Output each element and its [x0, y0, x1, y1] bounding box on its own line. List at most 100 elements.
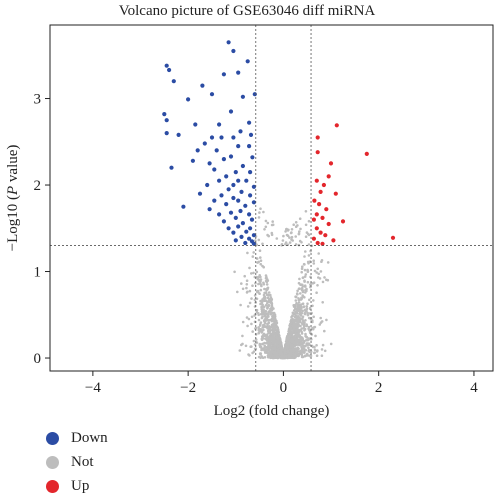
not-point	[266, 233, 269, 237]
down-point	[247, 144, 252, 149]
down-point	[212, 167, 217, 172]
not-point	[301, 276, 305, 279]
down-point	[244, 229, 249, 234]
not-point	[300, 267, 304, 271]
plot-frame	[49, 24, 494, 372]
chart-title: Volcano picture of GSE63046 diff miRNA	[118, 3, 376, 19]
not-point	[293, 319, 296, 323]
not-point	[315, 291, 318, 295]
not-point	[284, 230, 287, 233]
not-point	[257, 331, 261, 335]
not-point	[262, 348, 265, 351]
not-point	[297, 334, 301, 338]
not-point	[274, 321, 278, 325]
not-point	[259, 328, 263, 331]
not-point	[296, 224, 299, 227]
not-point	[321, 280, 325, 284]
not-point	[257, 291, 260, 294]
not-point	[293, 340, 297, 343]
not-point	[248, 301, 252, 305]
threshold-lines	[50, 25, 493, 371]
not-point	[318, 323, 322, 326]
not-point	[304, 223, 308, 227]
not-point	[296, 343, 300, 346]
up-point	[314, 178, 319, 183]
not-point	[256, 277, 260, 281]
not-point	[266, 305, 270, 309]
not-point	[308, 330, 312, 334]
not-point	[255, 297, 259, 301]
not-point	[271, 336, 274, 340]
not-point	[297, 323, 300, 327]
not-point	[303, 280, 306, 283]
not-point	[264, 219, 268, 223]
down-point	[231, 135, 236, 140]
not-point	[298, 277, 301, 281]
not-point	[297, 287, 301, 291]
not-point	[257, 216, 261, 219]
not-point	[300, 327, 304, 330]
not-point	[273, 316, 277, 319]
not-point	[245, 291, 249, 294]
down-point	[224, 202, 229, 207]
not-point	[290, 321, 293, 325]
up-point	[320, 215, 325, 220]
not-point	[297, 306, 301, 310]
not-point	[304, 319, 307, 322]
not-point	[309, 354, 313, 358]
not-point	[292, 356, 295, 360]
not-point	[298, 230, 301, 233]
not-point	[299, 227, 302, 231]
not-point	[263, 324, 266, 327]
not-point	[260, 310, 264, 313]
not-point	[290, 238, 293, 241]
not-point	[301, 309, 305, 313]
not-point	[267, 298, 271, 302]
legend: Down Not Up	[46, 426, 108, 498]
not-point	[303, 284, 307, 288]
not-point	[290, 318, 293, 321]
not-point	[288, 339, 292, 343]
not-point	[311, 304, 314, 308]
not-point	[248, 266, 251, 270]
not-point	[257, 282, 260, 286]
not-point	[278, 339, 282, 343]
y-axis-label-prefix: −Log10 (	[5, 195, 21, 251]
down-point	[226, 226, 231, 231]
not-point	[309, 249, 312, 253]
not-point	[257, 275, 260, 279]
down-point	[236, 70, 241, 75]
not-point	[290, 346, 294, 349]
not-point	[279, 352, 282, 356]
not-point	[304, 250, 307, 253]
not-point	[301, 322, 305, 326]
down-point	[224, 174, 229, 179]
not-point	[294, 221, 298, 224]
not-point	[313, 351, 316, 355]
down-point	[200, 83, 205, 88]
not-point	[295, 324, 298, 327]
not-point	[297, 309, 301, 313]
not-point	[262, 319, 266, 323]
up-point	[323, 233, 328, 238]
not-point	[299, 320, 302, 324]
down-point	[219, 193, 224, 198]
not-point	[323, 276, 326, 279]
down-point	[240, 221, 245, 226]
not-point	[294, 235, 298, 238]
not-point	[251, 330, 254, 333]
not-point	[264, 225, 268, 229]
not-point	[290, 228, 294, 231]
not-point	[266, 349, 270, 352]
not-point	[306, 313, 310, 317]
not-point	[301, 336, 304, 340]
not-point	[315, 344, 318, 347]
y-tick-label: 3	[34, 92, 42, 108]
not-point	[289, 326, 293, 329]
down-point	[238, 129, 243, 134]
not-point	[286, 229, 290, 232]
not-point	[284, 354, 288, 358]
not-point	[294, 308, 297, 311]
not-point	[250, 297, 253, 300]
down-point	[231, 195, 236, 201]
